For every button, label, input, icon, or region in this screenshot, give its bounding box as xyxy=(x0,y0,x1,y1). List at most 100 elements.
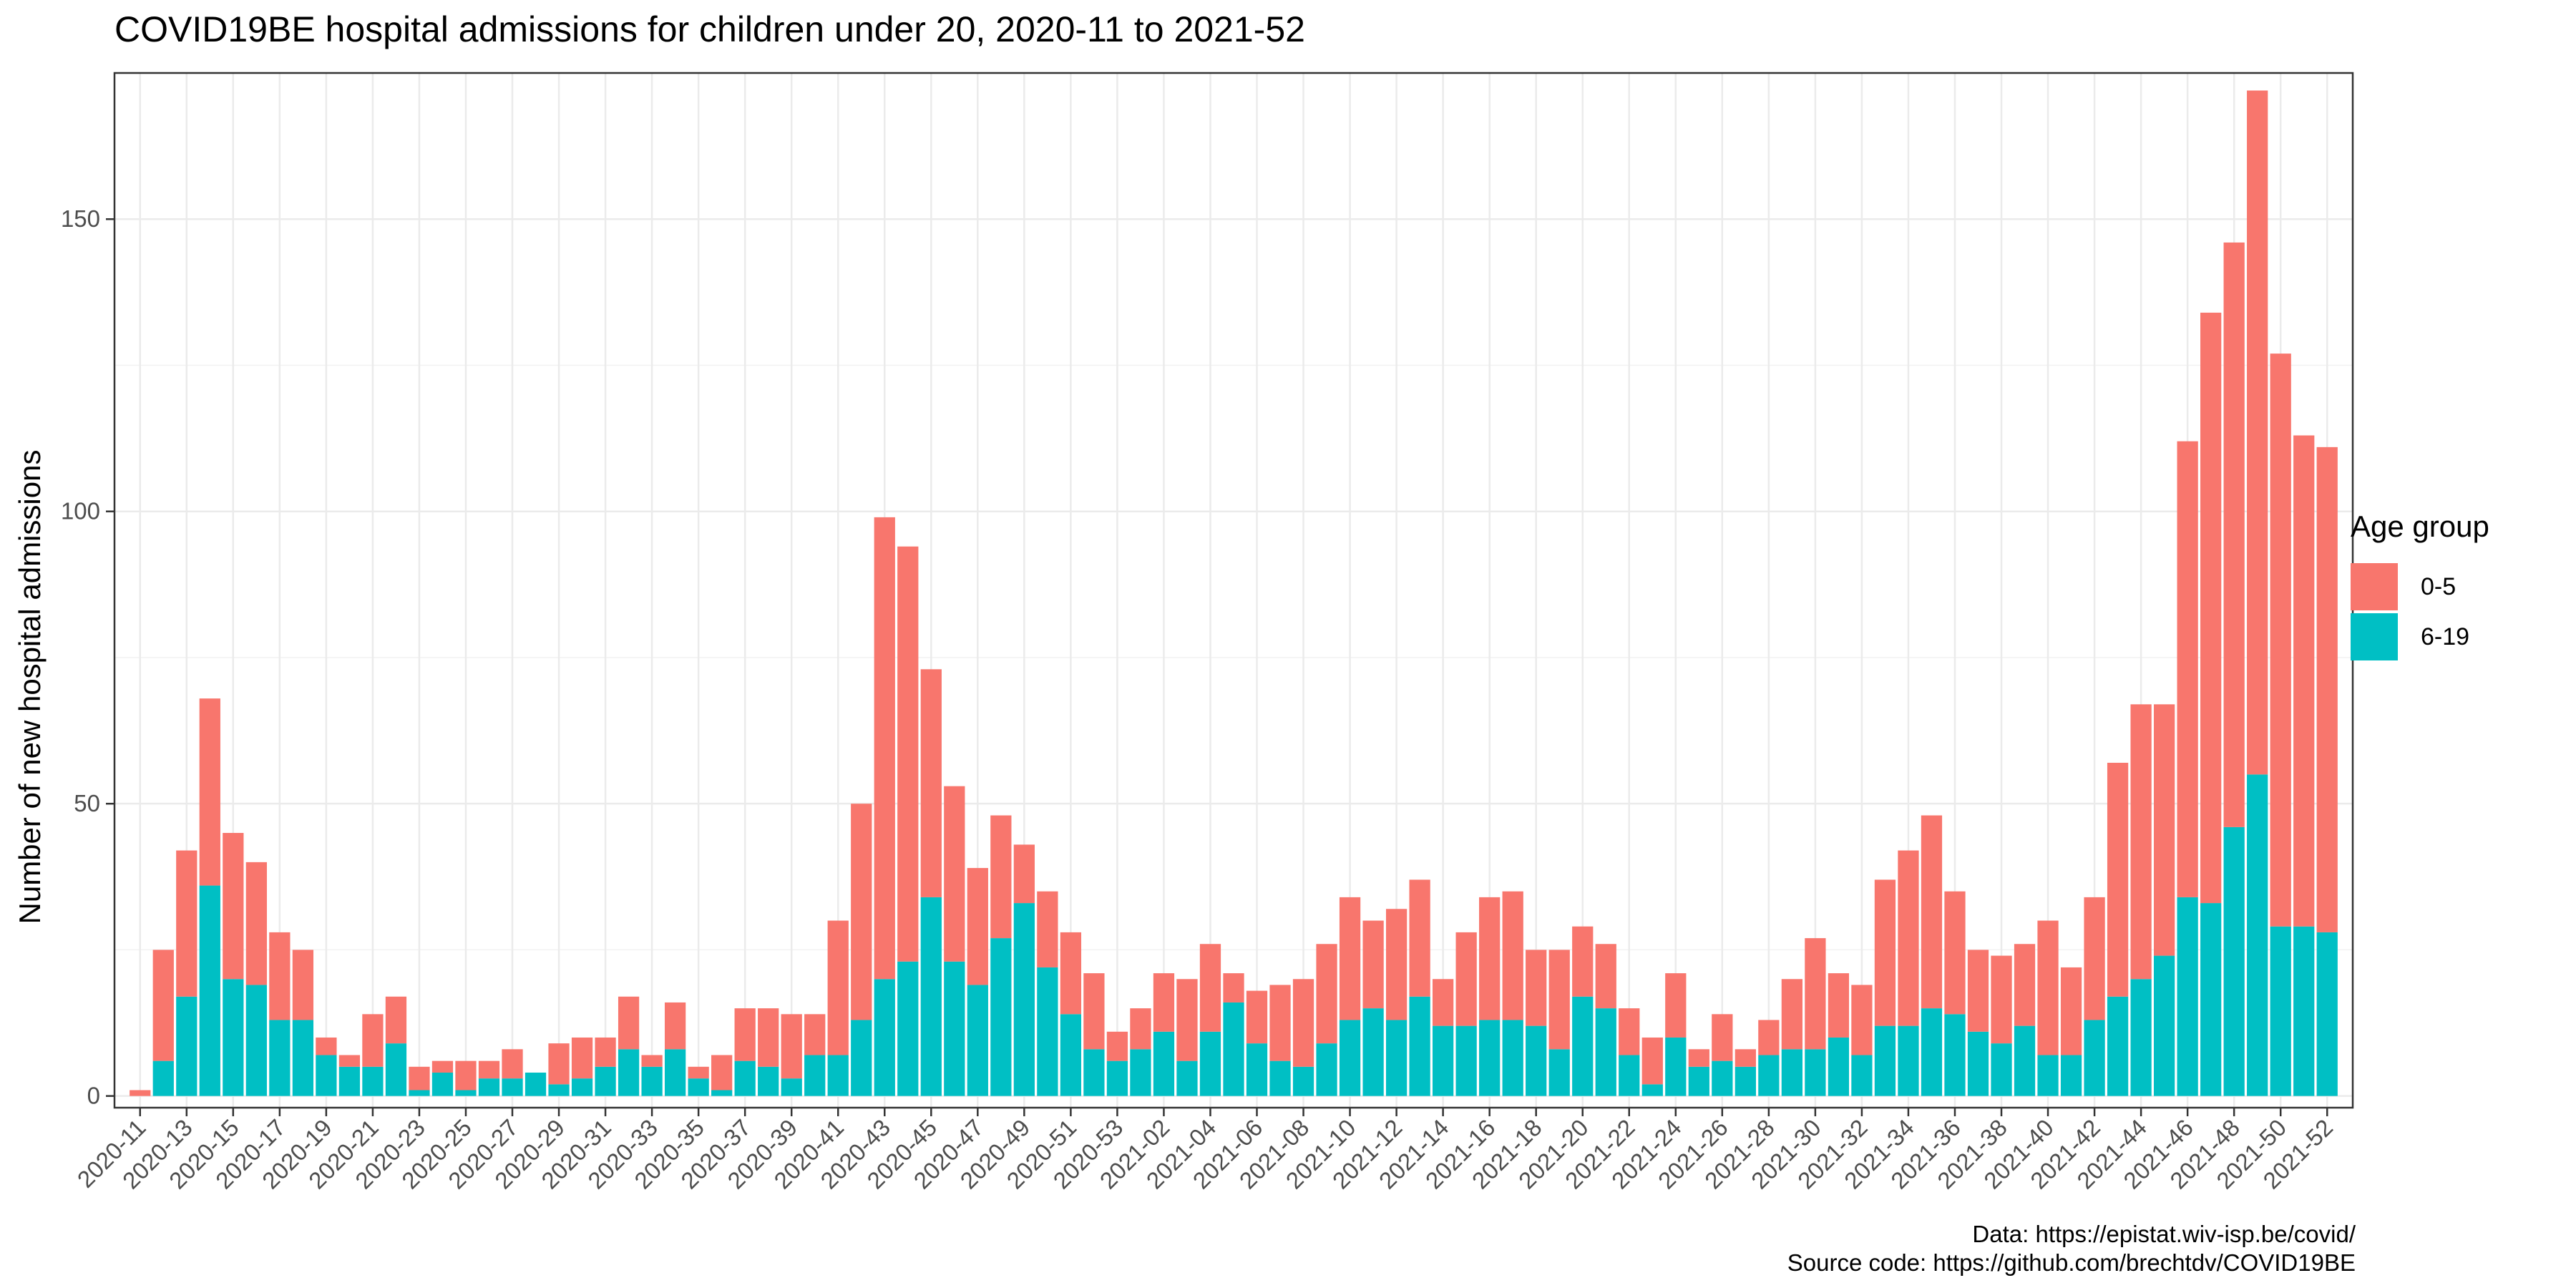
bar-6-19 xyxy=(990,938,1012,1096)
bar-0-5 xyxy=(688,1066,709,1079)
bar-0-5 xyxy=(1851,985,1873,1055)
bar-0-5 xyxy=(1199,944,1221,1032)
bar-0-5 xyxy=(2084,897,2105,1020)
bar-6-19 xyxy=(1712,1060,1733,1096)
bar-6-19 xyxy=(1967,1031,1989,1096)
bar-0-5 xyxy=(618,996,640,1050)
bar-0-5 xyxy=(1502,891,1523,1020)
bar-0-5 xyxy=(2223,242,2245,827)
bar-6-19 xyxy=(1898,1025,1919,1096)
bar-0-5 xyxy=(1665,973,1687,1038)
grid-lines xyxy=(114,73,2353,1108)
bar-6-19 xyxy=(1433,1025,1454,1096)
bar-0-5 xyxy=(2293,435,2315,927)
bar-0-5 xyxy=(758,1008,779,1067)
caption-data: Data: https://epistat.wiv-isp.be/covid/ xyxy=(1972,1221,2356,1247)
bar-6-19 xyxy=(1526,1025,1547,1096)
bar-6-19 xyxy=(967,985,988,1096)
bar-0-5 xyxy=(292,950,314,1020)
bar-0-5 xyxy=(920,669,942,897)
bar-6-19 xyxy=(1013,903,1035,1096)
bar-6-19 xyxy=(1176,1060,1198,1096)
plot-background xyxy=(114,73,2353,1108)
bar-6-19 xyxy=(758,1066,779,1096)
bar-6-19 xyxy=(2037,1055,2059,1096)
bar-6-19 xyxy=(2014,1025,2036,1096)
bar-0-5 xyxy=(897,546,919,962)
bar-0-5 xyxy=(2177,441,2198,897)
bar-0-5 xyxy=(1479,897,1501,1020)
bar-6-19 xyxy=(2200,903,2222,1096)
bar-6-19 xyxy=(1479,1020,1501,1096)
bar-6-19 xyxy=(1805,1049,1826,1096)
bar-6-19 xyxy=(664,1049,686,1096)
bar-0-5 xyxy=(478,1060,500,1079)
bar-6-19 xyxy=(1595,1008,1616,1096)
bar-6-19 xyxy=(1339,1020,1361,1096)
bar-6-19 xyxy=(2316,932,2338,1096)
bar-6-19 xyxy=(2084,1020,2105,1096)
bar-6-19 xyxy=(502,1078,523,1096)
legend-item-6-19: 6-19 xyxy=(2351,612,2469,662)
bar-6-19 xyxy=(2060,1055,2082,1096)
bar-0-5 xyxy=(1805,938,1826,1050)
bar-6-19 xyxy=(1153,1031,1175,1096)
bar-0-5 xyxy=(1595,944,1616,1009)
bar-0-5 xyxy=(316,1037,337,1055)
bar-0-5 xyxy=(1921,815,1943,1009)
bar-6-19 xyxy=(1688,1066,1709,1096)
bar-0-5 xyxy=(1013,844,1035,904)
bar-0-5 xyxy=(851,804,872,1020)
bar-0-5 xyxy=(130,1090,151,1096)
bar-0-5 xyxy=(1526,950,1547,1026)
bar-6-19 xyxy=(525,1072,547,1096)
bar-0-5 xyxy=(245,862,267,985)
bar-0-5 xyxy=(2060,967,2082,1055)
bar-6-19 xyxy=(1269,1060,1291,1096)
bar-6-19 xyxy=(1455,1025,1477,1096)
bar-0-5 xyxy=(223,833,244,980)
bar-6-19 xyxy=(1362,1008,1384,1096)
y-tick-label: 0 xyxy=(87,1083,100,1109)
bar-6-19 xyxy=(688,1078,709,1096)
bar-0-5 xyxy=(2247,90,2268,775)
bar-6-19 xyxy=(152,1060,174,1096)
bar-6-19 xyxy=(571,1078,593,1096)
bar-0-5 xyxy=(1572,926,1594,997)
bar-6-19 xyxy=(269,1020,291,1096)
bar-6-19 xyxy=(2130,979,2152,1096)
bar-6-19 xyxy=(827,1055,849,1096)
bar-6-19 xyxy=(1548,1049,1570,1096)
x-axis-ticks: 2020-112020-132020-152020-172020-192020-… xyxy=(72,1108,2338,1194)
bar-0-5 xyxy=(804,1014,826,1055)
bar-6-19 xyxy=(2247,774,2268,1096)
bar-0-5 xyxy=(1967,950,1989,1032)
bar-0-5 xyxy=(2014,944,2036,1026)
bar-6-19 xyxy=(1619,1055,1640,1096)
bar-0-5 xyxy=(1153,973,1175,1032)
bar-6-19 xyxy=(618,1049,640,1096)
bar-0-5 xyxy=(1898,850,1919,1026)
bar-0-5 xyxy=(1339,897,1361,1020)
bar-6-19 xyxy=(1921,1008,1943,1096)
bar-0-5 xyxy=(967,868,988,985)
bar-6-19 xyxy=(781,1078,802,1096)
bar-6-19 xyxy=(1665,1037,1687,1096)
bar-6-19 xyxy=(2107,996,2129,1096)
bar-0-5 xyxy=(431,1060,454,1073)
bar-0-5 xyxy=(595,1037,616,1067)
bar-0-5 xyxy=(1433,979,1454,1026)
bar-0-5 xyxy=(781,1014,802,1079)
bar-0-5 xyxy=(338,1055,361,1067)
bar-0-5 xyxy=(1060,932,1082,1015)
bar-6-19 xyxy=(1223,1002,1244,1096)
bar-0-5 xyxy=(1362,920,1384,1009)
y-axis-ticks: 0 50 100 150 xyxy=(61,205,114,1109)
bar-series xyxy=(130,90,2338,1096)
bar-6-19 xyxy=(338,1066,361,1096)
bar-0-5 xyxy=(1316,944,1337,1044)
bar-6-19 xyxy=(1758,1055,1780,1096)
bar-6-19 xyxy=(1944,1014,1966,1096)
bar-6-19 xyxy=(1083,1049,1105,1096)
bar-6-19 xyxy=(1292,1066,1314,1096)
